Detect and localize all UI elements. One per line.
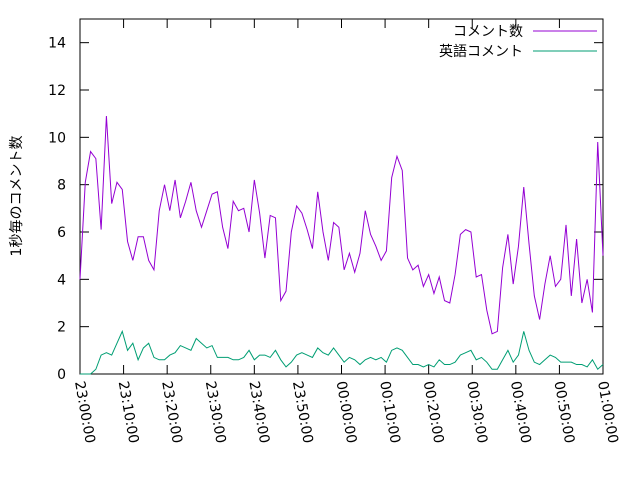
series-lines — [79, 115, 604, 375]
y-tick-label: 2 — [57, 320, 66, 336]
x-tick-label: 23:20:00 — [158, 380, 185, 445]
y-tick-label: 4 — [57, 272, 66, 288]
x-tick-label: 00:50:00 — [550, 380, 577, 445]
x-tick-label: 23:30:00 — [202, 380, 229, 445]
series-line-2 — [80, 329, 604, 375]
y-tick-label: 8 — [57, 178, 66, 194]
y-tick-label: 0 — [57, 367, 66, 383]
legend-label-series-2: 英語コメント — [439, 43, 523, 60]
y-tick-label: 12 — [48, 83, 66, 99]
x-tick-label: 00:10:00 — [376, 380, 403, 445]
y-tick-label: 10 — [48, 130, 66, 146]
x-tick-label: 23:00:00 — [71, 380, 98, 445]
x-tick-label: 00:40:00 — [507, 380, 534, 445]
y-tick-label: 14 — [48, 36, 66, 52]
x-tick-label: 23:10:00 — [115, 380, 142, 445]
y-axis: 0 2 4 6 8 10 12 14 — [48, 36, 603, 383]
x-axis: 23:00:00 23:10:00 23:20:00 23:30:00 23:40:00… — [71, 19, 621, 445]
series-line-1 — [79, 115, 604, 335]
x-tick-label: 00:00:00 — [333, 380, 360, 445]
x-tick-label: 23:50:00 — [289, 380, 316, 445]
x-tick-label: 00:20:00 — [420, 380, 447, 445]
y-axis-title: 1秒毎のコメント数 — [9, 136, 25, 257]
legend: コメント数 英語コメント — [439, 24, 597, 60]
y-tick-label: 6 — [57, 225, 66, 241]
x-tick-label: 00:30:00 — [463, 380, 490, 445]
x-tick-label: 01:00:00 — [594, 380, 621, 445]
legend-label-series-1: コメント数 — [453, 24, 523, 40]
x-tick-label: 23:40:00 — [245, 380, 272, 445]
